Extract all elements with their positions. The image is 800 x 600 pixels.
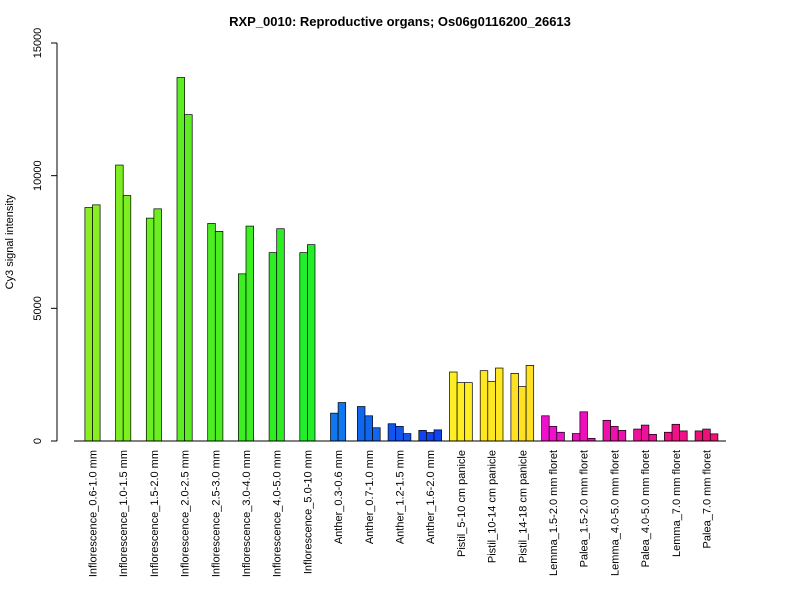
bar	[671, 423, 680, 442]
bar	[115, 164, 124, 442]
y-axis: 0 5000 10000 15000	[32, 28, 58, 444]
x-category-label: Anther_1.6-2.0 mm	[425, 450, 437, 544]
bar	[648, 434, 657, 442]
bar	[541, 415, 550, 442]
bar	[214, 231, 224, 442]
bar	[518, 386, 527, 442]
bar	[495, 367, 504, 442]
bar	[364, 415, 373, 442]
x-category-label: Pistil_10-14 cm panicle	[487, 450, 499, 563]
bar	[387, 423, 397, 442]
bar	[122, 195, 132, 442]
bar	[449, 371, 458, 442]
y-tick-label: 10000	[32, 160, 44, 191]
x-category-label: Inflorescence_1.0-1.5 mm	[118, 450, 130, 577]
bar	[579, 411, 588, 442]
y-tick-label: 5000	[32, 296, 44, 320]
bar	[357, 406, 366, 442]
bar	[456, 382, 466, 442]
bars	[84, 77, 719, 442]
bar	[464, 382, 473, 442]
x-category-label: Inflorescence_1.5-2.0 mm	[149, 450, 161, 577]
bar	[418, 430, 427, 442]
y-tick-label: 15000	[32, 28, 44, 59]
x-category-label: Inflorescence_4.0-5.0 mm	[272, 450, 284, 577]
bar	[176, 77, 185, 442]
x-category-label: Palea_7.0 mm floret	[702, 450, 714, 548]
bar	[510, 372, 519, 442]
bar	[372, 427, 381, 442]
x-category-label: Lemma_7.0 mm floret	[671, 450, 683, 557]
bar	[153, 208, 162, 442]
bar	[633, 428, 642, 442]
bar	[694, 430, 704, 442]
x-category-label: Pistil_5-10 cm panicle	[456, 450, 468, 557]
x-category-label: Anther_0.7-1.0 mm	[364, 450, 376, 544]
bar	[602, 419, 611, 442]
bar	[184, 114, 193, 442]
bar	[402, 433, 412, 442]
bar	[610, 426, 619, 442]
x-category-label: Pistil_14-18 cm panicle	[517, 450, 529, 563]
bar	[84, 207, 93, 442]
x-category-label: Anther_0.3-0.6 mm	[333, 450, 345, 544]
bar	[330, 412, 339, 442]
bar	[426, 432, 435, 442]
y-tick-label: 0	[32, 438, 44, 444]
bar	[145, 217, 155, 442]
bar	[238, 273, 247, 442]
x-category-label: Palea_1.5-2.0 mm floret	[579, 450, 591, 567]
bar	[92, 204, 101, 442]
x-category-label: Inflorescence_3.0-4.0 mm	[241, 450, 253, 577]
bar	[702, 428, 711, 442]
bar	[479, 370, 489, 442]
chart-title: RXP_0010: Reproductive organs; Os06g0116…	[229, 14, 571, 29]
x-category-label: Inflorescence_0.6-1.0 mm	[88, 450, 100, 577]
x-category-label: Anther_1.2-1.5 mm	[395, 450, 407, 544]
x-category-label: Inflorescence_2.0-2.5 mm	[180, 450, 192, 577]
bar	[525, 365, 535, 442]
bar	[207, 223, 216, 442]
bar	[337, 402, 347, 442]
bar	[299, 252, 308, 442]
bar	[571, 433, 581, 442]
category-labels: Inflorescence_0.6-1.0 mm Inflorescence_1.…	[88, 450, 714, 577]
bar	[548, 426, 558, 442]
bar	[556, 431, 565, 442]
x-category-label: Inflorescence_5.0-10 mm	[302, 450, 314, 574]
bar	[487, 380, 496, 442]
y-axis-label: Cy3 signal intensity	[4, 194, 16, 289]
bar	[395, 426, 404, 442]
bar	[245, 225, 254, 442]
bar	[709, 433, 719, 442]
bar	[276, 228, 285, 442]
bar	[617, 430, 627, 442]
x-category-label: Palea_4.0-5.0 mm floret	[640, 450, 652, 567]
bar	[433, 429, 442, 442]
bar	[664, 431, 673, 442]
x-category-label: Lemma_4.0-5.0 mm floret	[609, 450, 621, 576]
x-category-label: Inflorescence_2.5-3.0 mm	[210, 450, 222, 577]
bar	[640, 424, 650, 442]
bar	[307, 244, 316, 442]
bar	[268, 252, 278, 442]
bar	[679, 430, 688, 442]
x-category-label: Lemma_1.5-2.0 mm floret	[548, 450, 560, 576]
